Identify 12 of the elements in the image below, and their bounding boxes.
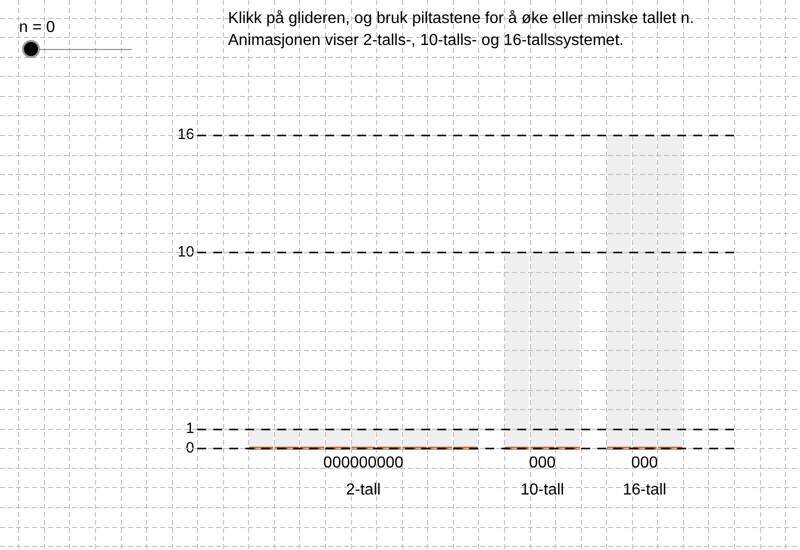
data-label: 000000000 bbox=[323, 454, 404, 472]
text: Animasjonen viser 2-talls-, 10-talls- og 16-tallssystemet. bbox=[228, 30, 624, 50]
text: n = 0 bbox=[19, 18, 56, 38]
chart-title: Klikk på glideren, og bruk piltastene for å øke eller minske tallet n. bbox=[228, 8, 694, 28]
y-tick-label: 1 bbox=[186, 420, 194, 437]
y-tick-label: 16 bbox=[178, 126, 194, 144]
x-tick-label: 16-tall bbox=[622, 482, 666, 499]
data-label: 000 bbox=[631, 454, 658, 472]
x-tick-label: 10-tall bbox=[520, 482, 564, 499]
x-tick-label: 2-tall bbox=[346, 482, 381, 499]
data-label: 000 bbox=[528, 454, 556, 472]
bar bbox=[504, 252, 529, 448]
